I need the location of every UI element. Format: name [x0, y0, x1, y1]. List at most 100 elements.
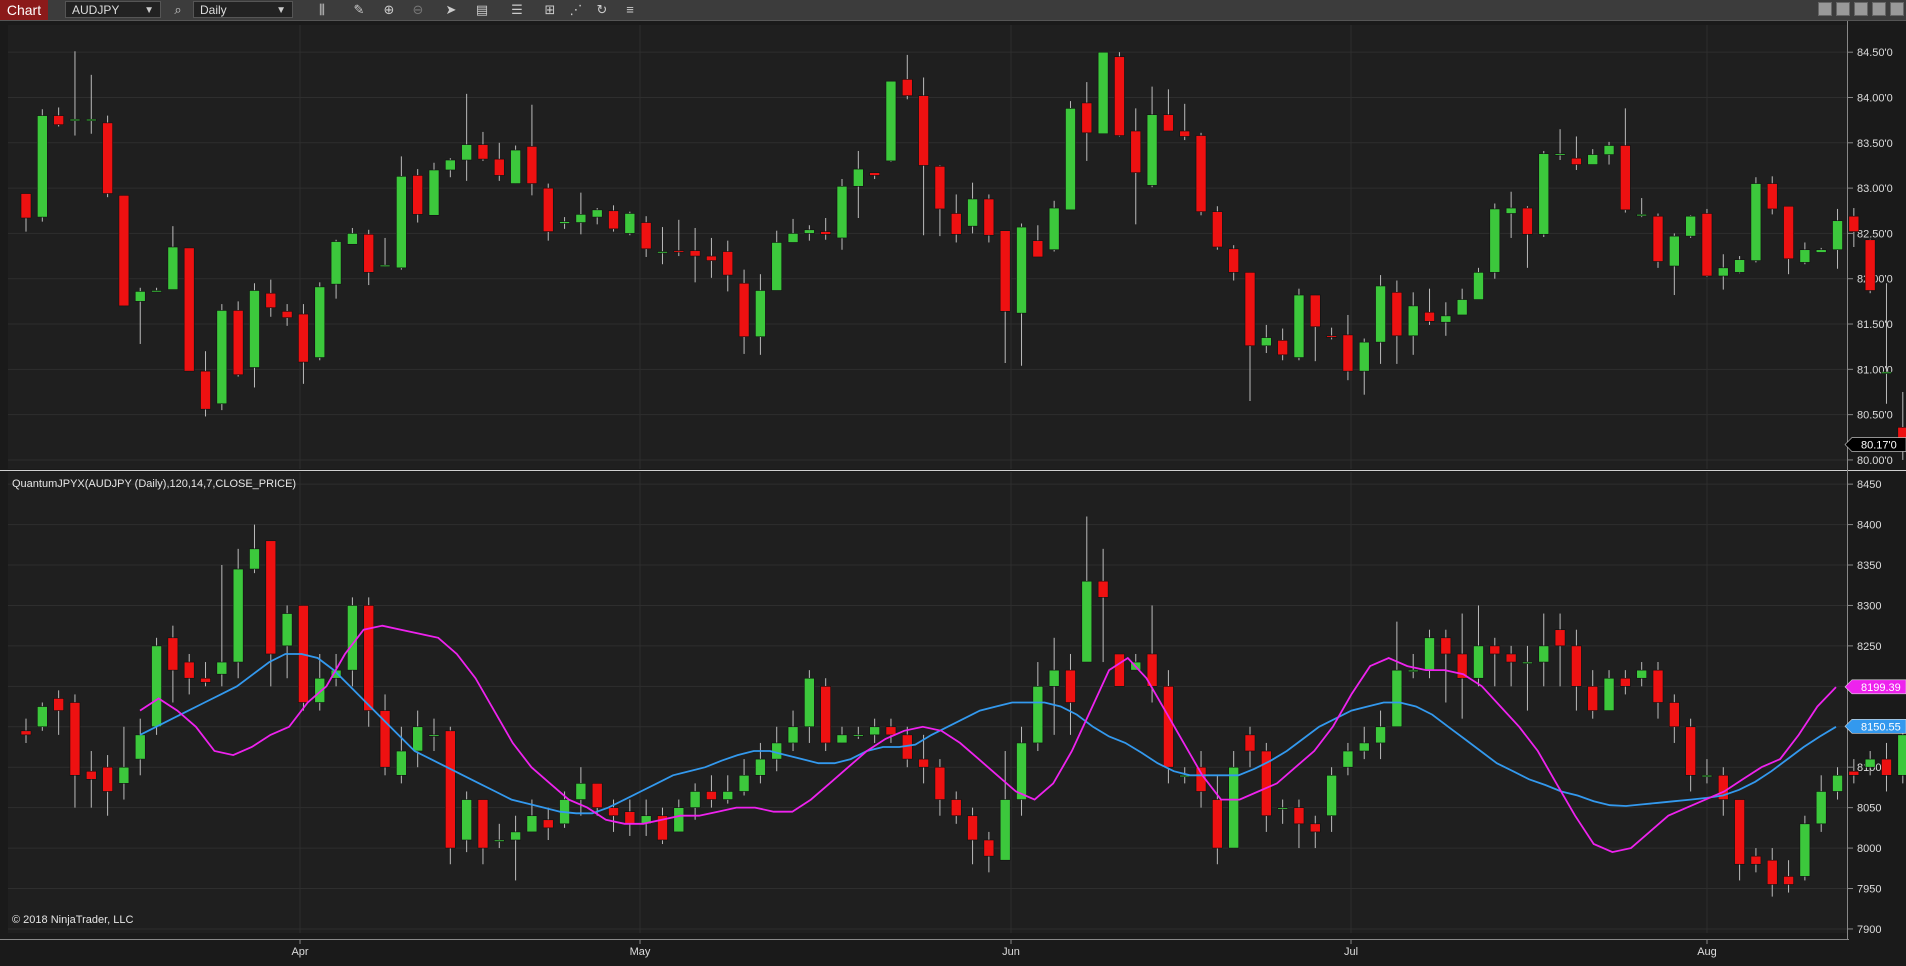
- candle-body: [885, 726, 897, 736]
- y-tick-label: 8350: [1857, 560, 1881, 572]
- indicator-candle: [1309, 815, 1321, 849]
- indicator-candle: [1848, 759, 1860, 784]
- indicator-candle: [69, 694, 81, 808]
- indicator-candle: [1244, 726, 1256, 768]
- candle-body: [657, 251, 668, 254]
- cascade-button[interactable]: [1836, 2, 1850, 16]
- indicator-candle: [412, 710, 423, 768]
- properties-icon[interactable]: ☰: [511, 2, 523, 17]
- candle-body: [1048, 207, 1060, 251]
- drawing-tools-icon[interactable]: ⋰: [569, 2, 583, 17]
- indicator-candle: [1277, 799, 1288, 824]
- maximize-button[interactable]: [1872, 2, 1886, 16]
- price-candle: [428, 162, 440, 216]
- candle-body: [232, 310, 244, 376]
- zoom-out-icon[interactable]: ⊖: [412, 2, 424, 17]
- candle-body: [1799, 823, 1811, 877]
- close-button[interactable]: [1890, 2, 1904, 16]
- strategies-icon[interactable]: ⊞: [544, 2, 556, 17]
- instrument-selector[interactable]: AUDJPY ▼: [65, 1, 161, 18]
- indicator-candle: [706, 775, 717, 808]
- price-candle: [1815, 247, 1827, 253]
- price-candle: [967, 182, 978, 234]
- indicator-candle: [249, 524, 260, 574]
- indicator-candle: [298, 605, 309, 711]
- candle-body: [1081, 580, 1093, 663]
- candle-body: [1554, 629, 1566, 647]
- candle-body: [216, 310, 228, 405]
- indicator-title: QuantumJPYX(AUDJPY (Daily),120,14,7,CLOS…: [12, 478, 296, 490]
- indicator-candle: [1571, 629, 1582, 711]
- candle-body: [934, 166, 946, 210]
- price-candle: [20, 193, 32, 232]
- indicator-candle: [102, 755, 113, 816]
- candle-body: [967, 198, 978, 227]
- price-candle: [1489, 203, 1501, 279]
- price-candle: [885, 80, 897, 162]
- candle-body: [1587, 686, 1599, 711]
- y-tick-label: 8000: [1857, 843, 1881, 855]
- indicator-candle: [232, 548, 244, 679]
- candle-body: [102, 122, 113, 194]
- candle-body: [804, 677, 815, 728]
- price-candle: [1097, 51, 1109, 135]
- candle-body: [755, 290, 766, 338]
- chevron-down-icon: ▼: [144, 5, 154, 16]
- candle-body: [1391, 669, 1403, 728]
- candle-body: [1603, 145, 1615, 155]
- tile-button[interactable]: [1818, 2, 1832, 16]
- indicator-candle: [37, 702, 48, 731]
- price-candle: [853, 150, 864, 219]
- chart-canvas[interactable]: Apr May Jun Jul Aug 84.50'0 84.00'0 83.50'0 83.0…: [0, 21, 1906, 961]
- candle-body: [1848, 770, 1860, 776]
- price-candle: [869, 172, 880, 180]
- candle-body: [53, 115, 64, 125]
- bar-type-icon[interactable]: ⫼: [319, 2, 325, 17]
- price-badge-label: 80.17'0: [1861, 440, 1897, 452]
- chart-tab[interactable]: Chart: [0, 0, 48, 20]
- candle-body: [1440, 637, 1452, 655]
- y-tick-label: 7950: [1857, 884, 1881, 896]
- pencil-icon[interactable]: ✎: [353, 2, 365, 17]
- search-icon[interactable]: ⌕: [174, 2, 182, 17]
- price-candle: [1717, 254, 1729, 290]
- candle-body: [167, 637, 179, 671]
- candle-body: [281, 311, 293, 318]
- candle-body: [689, 791, 701, 808]
- candle-body: [20, 193, 32, 219]
- y-tick-label: 8250: [1857, 641, 1881, 653]
- candle-body: [379, 264, 391, 267]
- y-tick-label: 7900: [1857, 924, 1881, 936]
- indicator-candle: [1652, 662, 1664, 719]
- zoom-in-icon[interactable]: ⊕: [383, 2, 395, 17]
- indicator-candle: [1048, 637, 1060, 735]
- price-candle: [1228, 245, 1239, 281]
- data-box-icon[interactable]: ▤: [475, 2, 489, 17]
- candle-body: [657, 815, 668, 841]
- minimize-button[interactable]: [1854, 2, 1868, 16]
- candle-body: [1244, 734, 1256, 752]
- price-candle: [1130, 108, 1142, 225]
- price-candle: [1636, 198, 1647, 218]
- indicator-candle: [477, 799, 489, 865]
- price-candle: [1783, 205, 1794, 275]
- interval-selector[interactable]: Daily ▼: [193, 1, 293, 18]
- candle-body: [869, 726, 880, 736]
- price-candle: [983, 194, 995, 243]
- price-candle: [379, 237, 391, 267]
- menu-icon[interactable]: ≡: [626, 2, 634, 17]
- indicator-candle: [967, 807, 978, 865]
- candle-body: [200, 677, 211, 683]
- indicator-candle: [428, 718, 440, 752]
- candle-body: [20, 730, 32, 736]
- refresh-icon[interactable]: ↻: [596, 2, 608, 17]
- candle-body: [1538, 645, 1550, 663]
- indicator-candle: [151, 637, 162, 735]
- pointer-icon[interactable]: ➤: [445, 2, 457, 17]
- price-candle: [999, 230, 1011, 363]
- indicator-candle: [1734, 799, 1745, 881]
- candle-body: [1342, 750, 1354, 768]
- candle-body: [575, 783, 587, 800]
- candle-body: [118, 195, 130, 307]
- candle-body: [151, 290, 162, 293]
